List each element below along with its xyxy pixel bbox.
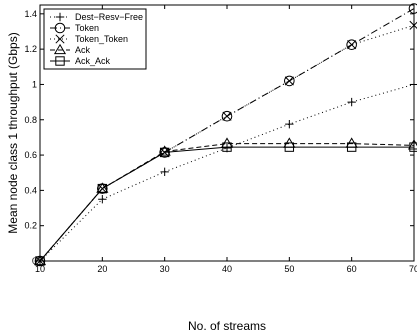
plot-series <box>33 3 417 267</box>
legend-label: Ack <box>75 45 91 55</box>
x-axis-label: No. of streams <box>188 319 266 333</box>
x-tick-label: 30 <box>160 264 170 274</box>
data-point <box>221 110 233 122</box>
data-point <box>158 145 171 156</box>
data-point <box>159 147 170 158</box>
legend-label: Dest−Resv−Free <box>75 12 143 22</box>
legend-marker <box>53 43 67 55</box>
legend-marker <box>55 12 65 22</box>
data-point <box>96 182 109 193</box>
legend-marker <box>54 22 66 34</box>
series-line <box>39 143 415 262</box>
data-point <box>284 75 295 87</box>
y-tick-label: 0.6 <box>24 150 37 160</box>
data-point <box>346 39 357 51</box>
axes: 10 20 30 40 50 60 70 0 0.2 0.4 0.6 0.8 1 1.2 1.4 <box>24 4 417 274</box>
data-point <box>409 20 417 30</box>
x-tick-label: 10 <box>35 264 45 274</box>
y-tick-label: 0 <box>32 256 37 266</box>
data-point <box>222 142 232 152</box>
data-point <box>222 143 232 153</box>
data-point <box>284 76 294 86</box>
y-tick-label: 1.4 <box>24 9 37 19</box>
x-tick-label: 40 <box>222 264 232 274</box>
data-point <box>285 119 294 129</box>
legend-label: Token <box>75 23 99 33</box>
data-point <box>347 97 356 107</box>
legend-label: Token_Token <box>75 34 128 44</box>
data-point <box>98 195 107 204</box>
legend-label: Ack_Ack <box>75 56 111 66</box>
y-tick-label: 0.8 <box>24 115 37 125</box>
x-tick-label: 60 <box>347 264 357 274</box>
series-line <box>39 146 414 262</box>
y-tick-label: 1.2 <box>24 44 37 54</box>
y-tick-label: 0.4 <box>24 185 37 195</box>
y-tick-label: 1 <box>32 79 37 89</box>
data-point <box>33 254 47 266</box>
legend-marker <box>55 56 65 66</box>
x-tick-label: 20 <box>97 264 107 274</box>
data-point <box>284 142 295 152</box>
x-tick-label: 70 <box>409 264 417 274</box>
data-point <box>35 256 45 266</box>
data-point <box>346 142 357 152</box>
y-axis-label: Mean node class 1 throughput (Gbps) <box>6 32 20 233</box>
legend-marker <box>55 34 65 44</box>
data-point <box>222 111 232 121</box>
series-1 <box>35 80 417 266</box>
y-tick-label: 0.2 <box>24 221 37 231</box>
series-4 <box>33 137 417 266</box>
data-point <box>408 3 417 14</box>
x-tick-label: 50 <box>284 264 294 274</box>
data-point <box>160 167 169 177</box>
data-point <box>409 142 417 152</box>
data-point <box>409 80 417 89</box>
data-point <box>347 40 357 50</box>
series-5 <box>35 142 417 266</box>
legend-box <box>43 8 147 70</box>
data-point <box>97 183 108 194</box>
